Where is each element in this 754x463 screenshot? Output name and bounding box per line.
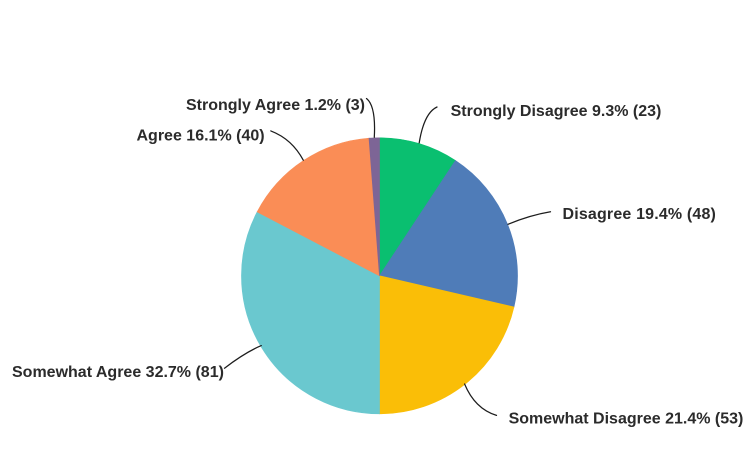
svg-text:Strongly Agree 1.2% (3): Strongly Agree 1.2% (3)	[186, 97, 365, 114]
svg-text:Somewhat Disagree 21.4% (53): Somewhat Disagree 21.4% (53)	[509, 410, 744, 427]
svg-text:Somewhat Agree 32.7% (81): Somewhat Agree 32.7% (81)	[12, 364, 224, 381]
svg-text:Agree 16.1% (40): Agree 16.1% (40)	[137, 128, 265, 145]
svg-text:Disagree 19.4% (48): Disagree 19.4% (48)	[563, 206, 717, 223]
svg-text:Strongly Disagree 9.3% (23): Strongly Disagree 9.3% (23)	[451, 103, 662, 120]
